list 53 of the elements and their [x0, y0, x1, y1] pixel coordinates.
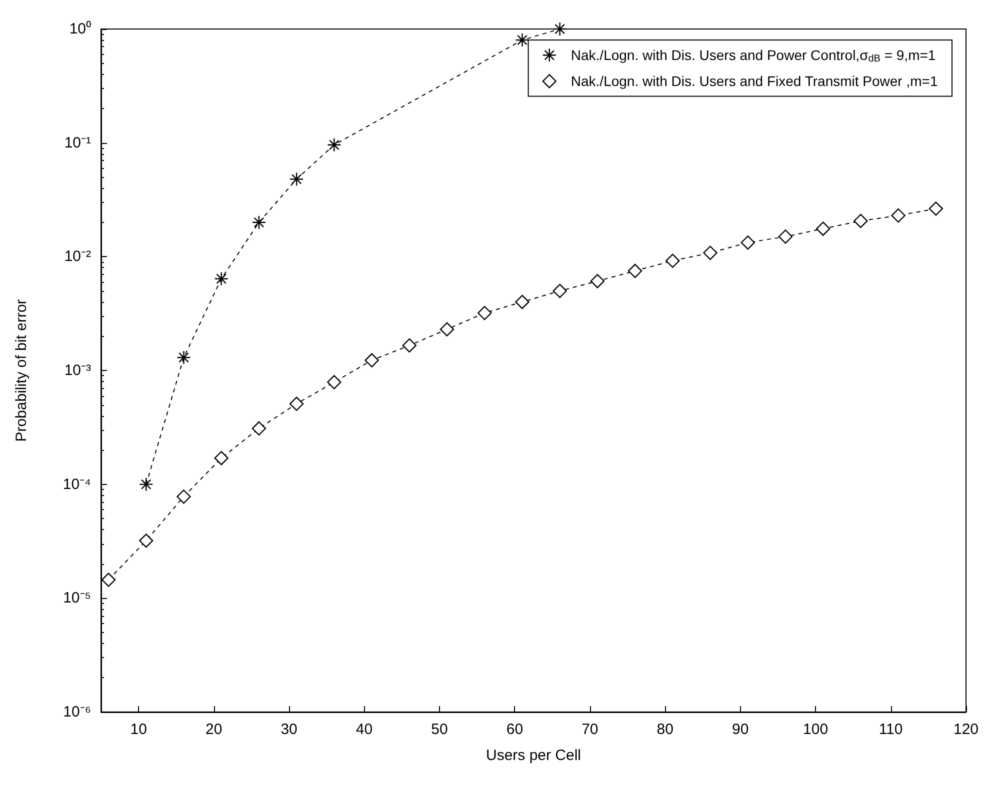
point: [289, 396, 304, 411]
point: [176, 350, 191, 365]
point: [327, 375, 342, 390]
x-tick-label: 90: [732, 721, 749, 738]
point: [552, 22, 567, 36]
x-tick-label: 80: [656, 721, 674, 738]
point: [252, 215, 266, 230]
x-tick-label: 30: [280, 721, 298, 738]
point: [139, 534, 154, 548]
x-tick-label: 50: [431, 721, 448, 738]
point: [440, 322, 454, 336]
point: [666, 254, 680, 268]
point: [176, 490, 191, 504]
x-tick-label: 20: [205, 721, 222, 738]
x-tick-label: 70: [582, 721, 598, 738]
point: [590, 274, 605, 288]
point: [515, 32, 530, 48]
point: [101, 572, 116, 587]
point: [289, 172, 304, 186]
point: [364, 353, 379, 368]
point: [740, 235, 755, 250]
point: [628, 264, 642, 278]
point: [928, 202, 944, 216]
y-axis-title: Probability of bit error: [13, 299, 30, 442]
x-tick-label: 120: [953, 721, 979, 738]
y-tick-label: 10⁻⁵: [63, 590, 91, 607]
point: [402, 338, 416, 353]
x-tick-label: 40: [356, 721, 373, 738]
point: [703, 246, 718, 260]
legend-label: Nak./Logn. with Dis. Users and Fixed Transmit Power ,m=1: [570, 73, 938, 90]
point: [816, 222, 830, 236]
x-axis-title: Users per Cell: [486, 747, 582, 764]
y-tick-label: 10⁻⁴: [62, 476, 91, 493]
point: [214, 451, 228, 466]
point: [778, 230, 793, 244]
x-tick-label: 100: [803, 721, 828, 738]
point: [515, 294, 530, 310]
y-tick-label: 10⁰: [69, 20, 91, 38]
point: [478, 306, 492, 320]
y-tick-label: 10⁻¹: [64, 134, 91, 152]
point: [891, 208, 906, 223]
y-tick-label: 10⁻⁶: [63, 704, 91, 720]
y-tick-label: 10⁻³: [64, 362, 91, 379]
point: [252, 421, 266, 436]
point: [327, 138, 342, 152]
y-tick-label: 10⁻²: [64, 248, 91, 266]
x-tick-label: 60: [506, 721, 524, 738]
point: [214, 272, 228, 286]
x-tick-label: 10: [130, 721, 147, 738]
x-tick-label: 110: [878, 721, 903, 738]
point: [854, 214, 868, 228]
point: [139, 477, 154, 492]
point: [552, 284, 567, 298]
